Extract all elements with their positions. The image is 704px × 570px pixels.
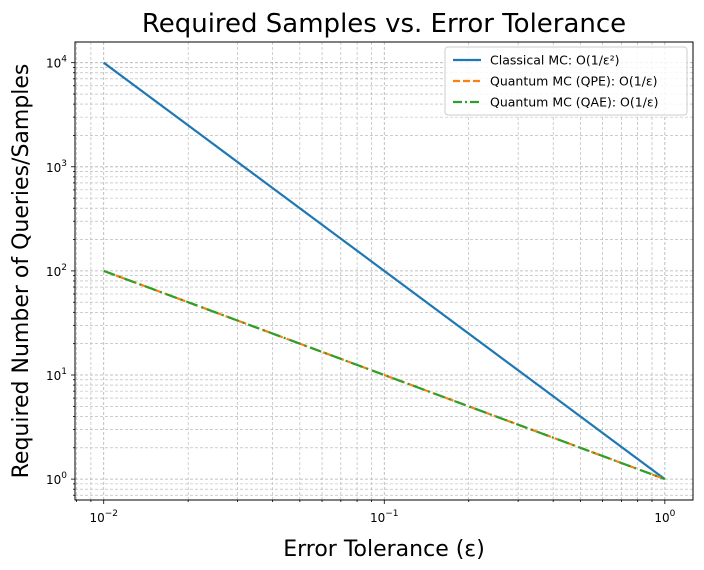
y-tick-label: 101 xyxy=(46,367,67,383)
y-tick-label: 102 xyxy=(46,263,67,279)
legend-box xyxy=(444,46,688,116)
legend-label-2: Quantum MC (QPE): O(1/ε) xyxy=(490,74,658,89)
legend: Classical MC: O(1/ε²) Quantum MC (QPE): O… xyxy=(444,46,688,116)
y-tick-label: 100 xyxy=(46,471,67,487)
x-tick-label: 10−1 xyxy=(370,509,399,525)
grid xyxy=(75,42,693,500)
chart-title: Required Samples vs. Error Tolerance xyxy=(142,9,626,39)
series-line-3 xyxy=(103,269,666,481)
x-tick-label: 10−2 xyxy=(89,509,118,525)
legend-label-1: Classical MC: O(1/ε²) xyxy=(490,53,620,68)
series-layer xyxy=(103,61,666,481)
y-tick-label: 104 xyxy=(46,55,67,71)
legend-label-3: Quantum MC (QAE): O(1/ε) xyxy=(490,95,659,110)
y-axis-label: Required Number of Queries/Samples xyxy=(9,64,34,479)
y-tick-label: 103 xyxy=(46,159,67,175)
x-tick-label: 100 xyxy=(654,509,675,525)
ticks: 10−2 10−1 100 100 101 102 103 104 xyxy=(46,55,676,525)
series-line-1 xyxy=(103,61,666,480)
x-axis-label: Error Tolerance (ε) xyxy=(283,537,485,562)
